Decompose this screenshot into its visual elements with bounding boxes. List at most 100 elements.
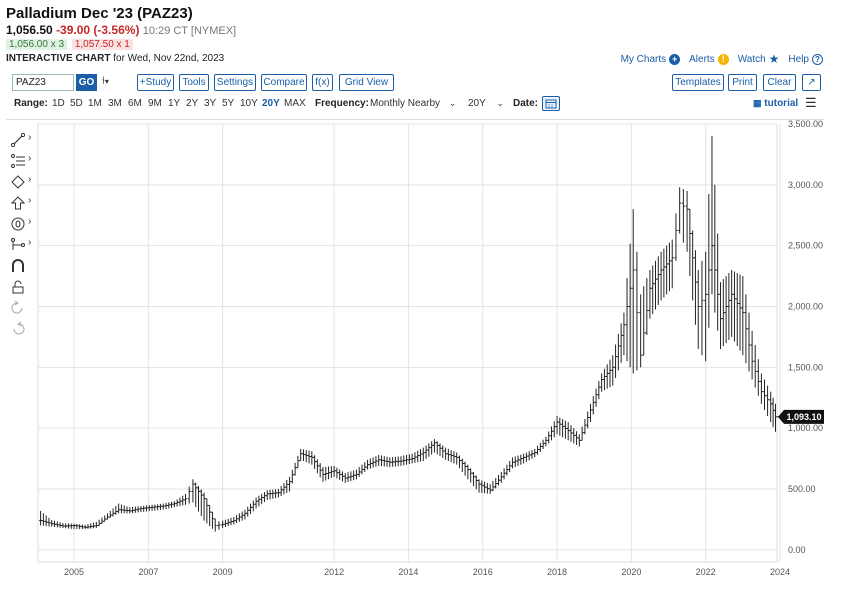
measure-tool[interactable]: › xyxy=(8,237,36,255)
ohlc-bar xyxy=(446,448,450,462)
ohlc-bar xyxy=(716,233,720,331)
frequency-dropdown[interactable]: Monthly Nearby ⌄ xyxy=(370,98,456,109)
study-button[interactable]: +Study xyxy=(137,74,174,91)
shape-tool[interactable]: › xyxy=(8,174,36,192)
ohlc-bar xyxy=(648,270,652,319)
ohlc-bar xyxy=(385,456,389,467)
templates-button[interactable]: Templates xyxy=(672,74,724,91)
ohlc-bar xyxy=(642,286,646,356)
expand-icon: ↗ xyxy=(807,77,816,88)
ohlc-bar xyxy=(438,443,442,457)
ohlc-bar xyxy=(769,391,773,423)
ohlc-bar xyxy=(191,479,195,503)
range-1y[interactable]: 1Y xyxy=(168,98,181,109)
menu-icon[interactable]: ☰ xyxy=(805,95,817,110)
ohlc-bar xyxy=(519,454,523,465)
magnet-icon xyxy=(12,259,24,272)
text-tool[interactable]: › xyxy=(8,216,36,234)
ohlc-bar xyxy=(184,493,188,505)
range-6m[interactable]: 6M xyxy=(128,98,142,109)
ohlc-bar xyxy=(463,461,467,476)
my-charts-link[interactable]: My Charts + xyxy=(621,52,681,66)
undo-button[interactable] xyxy=(8,300,36,318)
range-label: Range: xyxy=(14,98,48,109)
fib-tool[interactable]: › xyxy=(8,153,36,171)
range-bar: Range: 1D 5D 1M 3M 6M 9M 1Y 2Y 3Y 5Y 10Y… xyxy=(12,95,822,114)
tutorial-link[interactable]: ▦ tutorial xyxy=(753,98,798,109)
range-5d[interactable]: 5D xyxy=(70,98,83,109)
chart-type-dropdown[interactable]: ⫮▾ xyxy=(102,75,109,88)
symbol-input[interactable] xyxy=(12,74,74,91)
tools-button[interactable]: Tools xyxy=(179,74,209,91)
ohlc-bar xyxy=(460,458,464,472)
ohlc-bar xyxy=(645,278,649,335)
ohlc-bar xyxy=(205,498,209,524)
ohlc-bar xyxy=(441,445,445,458)
undo-icon xyxy=(11,300,23,314)
ohlc-bar xyxy=(502,468,506,480)
ohlc-bar xyxy=(310,451,314,465)
watch-link[interactable]: Watch ★ xyxy=(738,52,780,66)
ohlc-bar xyxy=(299,448,303,462)
range-10y[interactable]: 10Y xyxy=(240,98,258,109)
alert-icon: ! xyxy=(717,53,729,65)
ohlc-bar xyxy=(83,524,87,530)
x-tick-label: 2005 xyxy=(64,567,84,577)
ohlc-bar xyxy=(321,467,325,482)
range-9m[interactable]: 9M xyxy=(148,98,162,109)
ohlc-bar xyxy=(61,523,65,528)
settings-button[interactable]: Settings xyxy=(214,74,256,91)
range-20y[interactable]: 20Y xyxy=(262,98,280,109)
arrow-tool[interactable]: › xyxy=(8,195,36,213)
measure-tool-icon xyxy=(11,238,25,250)
ohlc-bar xyxy=(513,456,517,468)
ohlc-bar xyxy=(240,511,244,521)
fx-button[interactable]: f(x) xyxy=(312,74,333,91)
ohlc-bar xyxy=(246,506,250,517)
go-button[interactable]: GO xyxy=(76,74,97,91)
line-tool[interactable]: › xyxy=(8,132,36,150)
y-tick-label: 3,000.00 xyxy=(788,180,823,190)
magnet-tool[interactable] xyxy=(8,258,36,276)
ohlc-bar xyxy=(466,464,470,480)
lock-tool[interactable] xyxy=(8,279,36,297)
grid-view-button[interactable]: Grid View xyxy=(339,74,394,91)
bid-badge: 1,056.00 x 3 xyxy=(6,39,68,50)
redo-button[interactable] xyxy=(8,321,36,339)
ohlc-bar xyxy=(413,452,417,463)
ohlc-bar xyxy=(449,450,453,463)
clear-button[interactable]: Clear xyxy=(763,74,796,91)
ohlc-bar xyxy=(452,451,456,464)
ohlc-bar xyxy=(293,462,297,476)
price-chart[interactable]: 0.00 500.00 1,000.00 1,500.00 2,000.00 2,500.… xyxy=(0,120,847,590)
range-5y[interactable]: 5Y xyxy=(222,98,235,109)
range-max[interactable]: MAX xyxy=(284,98,306,109)
print-button[interactable]: Print xyxy=(728,74,757,91)
ohlc-bar xyxy=(591,396,595,415)
ohlc-bar xyxy=(86,524,90,529)
range-2y[interactable]: 2Y xyxy=(186,98,199,109)
range-3m[interactable]: 3M xyxy=(108,98,122,109)
ohlc-bar xyxy=(133,506,137,513)
range-1m[interactable]: 1M xyxy=(88,98,102,109)
expand-button[interactable]: ↗ xyxy=(802,74,821,91)
ohlc-bar xyxy=(382,456,386,467)
x-tick-label: 2022 xyxy=(696,567,716,577)
ohlc-bar xyxy=(471,471,475,486)
ohlc-bar xyxy=(427,443,431,457)
ohlc-bar xyxy=(260,493,264,505)
range-1d[interactable]: 1D xyxy=(52,98,65,109)
calendar-button[interactable] xyxy=(542,96,560,111)
period-dropdown[interactable]: 20Y ⌄ xyxy=(468,98,504,109)
compare-button[interactable]: Compare xyxy=(261,74,307,91)
help-link[interactable]: Help ? xyxy=(788,52,823,66)
alerts-link[interactable]: Alerts ! xyxy=(689,52,729,66)
ohlc-bar xyxy=(285,479,289,493)
range-3y[interactable]: 3Y xyxy=(204,98,217,109)
ohlc-bar xyxy=(533,448,537,458)
x-tick-label: 2012 xyxy=(324,567,344,577)
chevron-down-icon: ⌄ xyxy=(448,98,457,108)
x-tick-label: 2024 xyxy=(770,567,790,577)
ohlc-bar xyxy=(368,458,372,469)
ohlc-bar xyxy=(150,504,154,511)
